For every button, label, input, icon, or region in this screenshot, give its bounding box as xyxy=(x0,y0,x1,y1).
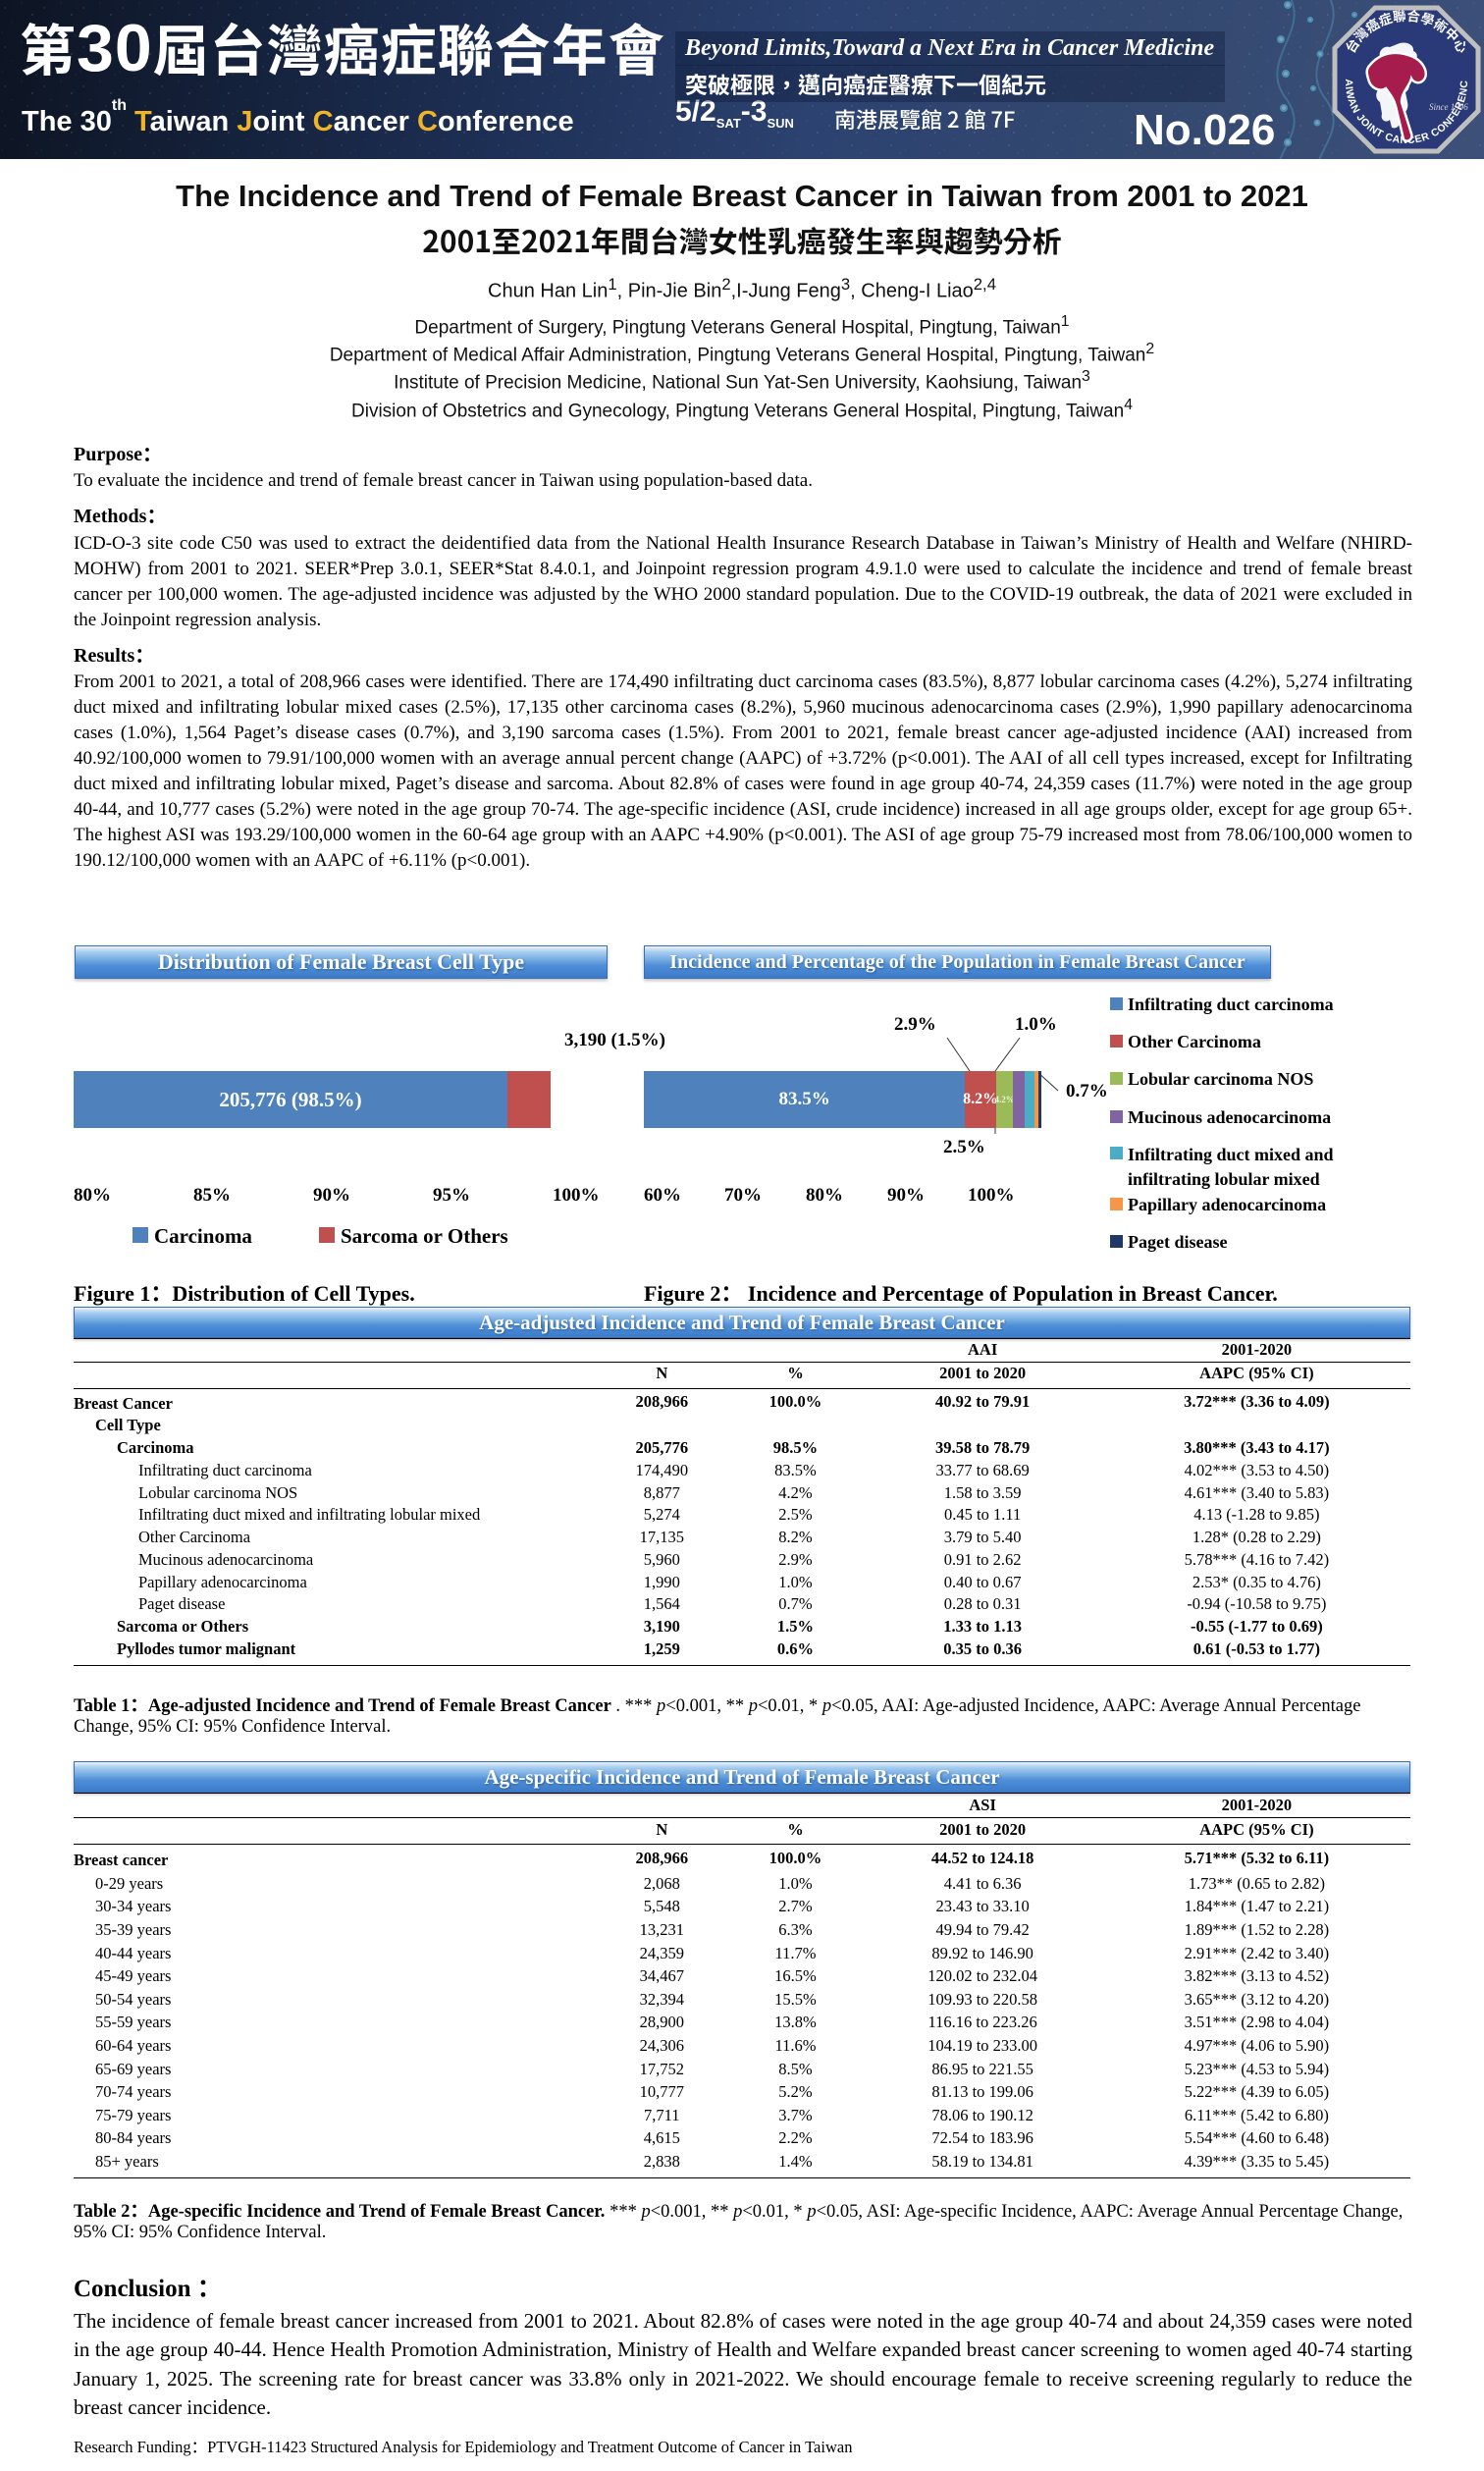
svg-text:Since 1996: Since 1996 xyxy=(1429,102,1468,112)
